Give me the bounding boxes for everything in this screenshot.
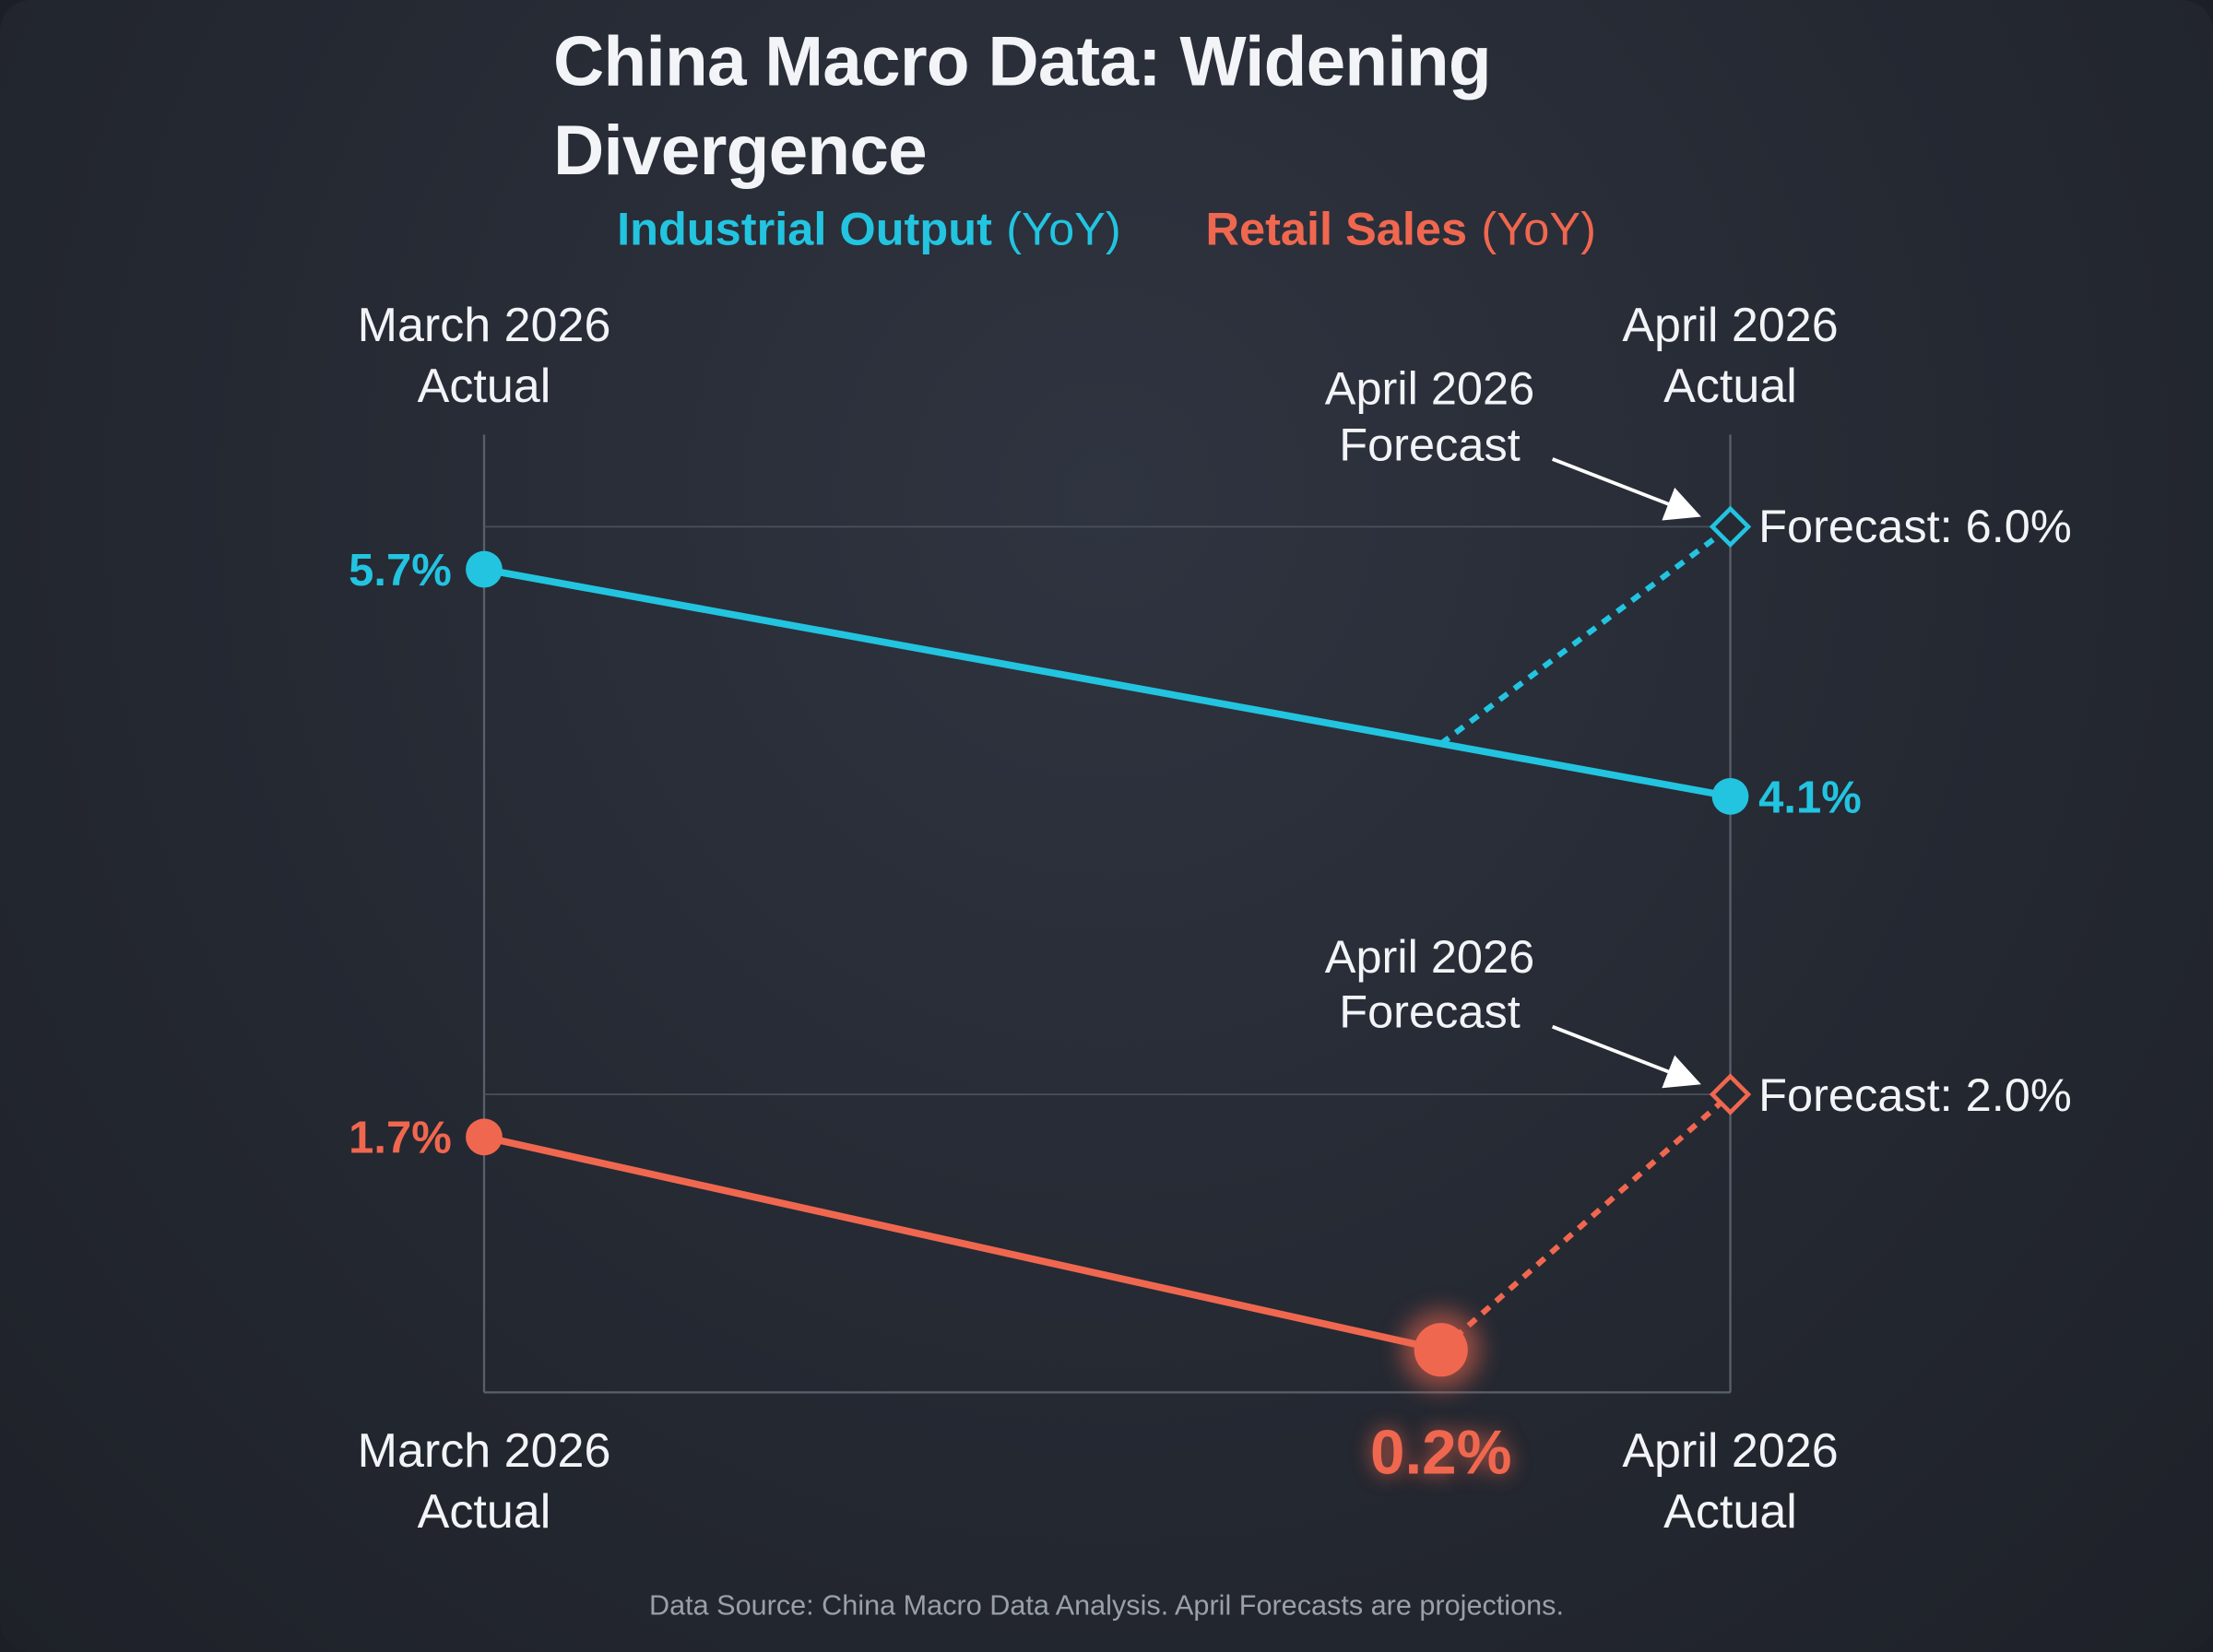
x-tick-label: April 2026 Actual <box>1622 299 1839 414</box>
forecast-marker <box>1709 1073 1752 1115</box>
point <box>466 1118 503 1156</box>
annotation: April 2026 Forecast <box>1324 361 1535 471</box>
value-label: 0.2% <box>1369 1418 1512 1488</box>
legend: Industrial Output (YoY) Retail Sales (YoY) <box>617 199 1596 257</box>
legend-entry: Industrial Output <box>617 202 992 255</box>
chart-title: China Macro Data: Widening Divergence <box>552 21 1492 190</box>
point <box>466 550 503 588</box>
source-note: Data Source: China Macro Data Analysis. … <box>649 1590 1564 1622</box>
legend-entry: Retail Sales <box>1205 202 1468 255</box>
forecast-label: Forecast: 2.0% <box>1758 1068 2072 1121</box>
annotation-arrow <box>1551 457 1701 521</box>
annotation: April 2026 Forecast <box>1324 929 1535 1038</box>
x-tick-label: March 2026 Actual <box>357 1424 611 1540</box>
annotation-arrow <box>1551 1024 1701 1089</box>
forecast-label: Forecast: 6.0% <box>1758 500 2072 553</box>
forecast-line <box>1438 524 1733 747</box>
value-label: 5.7% <box>349 544 452 596</box>
x-tick-label: March 2026 Actual <box>357 299 611 414</box>
value-label: 1.7% <box>349 1111 452 1162</box>
forecast-line <box>1438 1092 1733 1352</box>
point <box>1414 1323 1468 1377</box>
series-line <box>483 565 1732 800</box>
legend-unit: (YoY) <box>1006 202 1121 255</box>
x-tick-label: April 2026 Actual <box>1622 1424 1839 1540</box>
forecast-marker <box>1709 505 1752 549</box>
point <box>1711 777 1749 815</box>
series-line <box>483 1133 1442 1353</box>
legend-unit: (YoY) <box>1481 202 1596 255</box>
value-label: 4.1% <box>1758 771 1862 822</box>
